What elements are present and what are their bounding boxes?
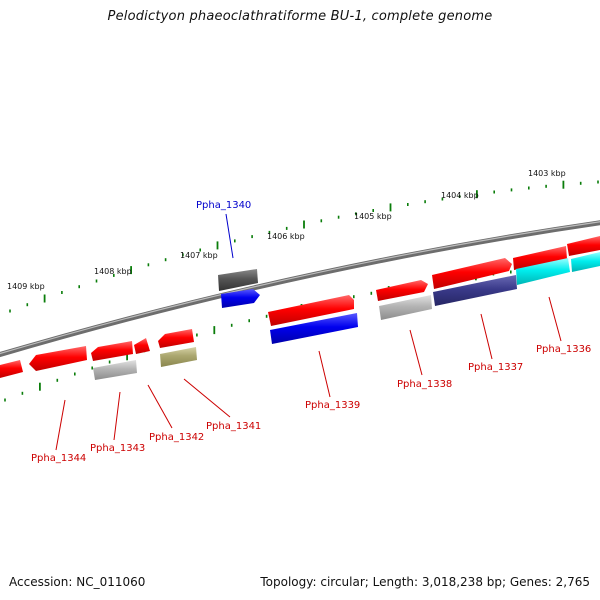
leader-ppha-1337: [480, 313, 493, 360]
genome-summary-text: Topology: circular; Length: 3,018,238 bp…: [260, 575, 590, 589]
gene-left-red-e[interactable]: [158, 329, 194, 348]
gene-label-ppha-1336[interactable]: Ppha_1336: [536, 344, 591, 355]
gene-left-red-c[interactable]: [91, 341, 133, 361]
gene-upper-red-1[interactable]: [268, 295, 354, 326]
gene-upper-red-2[interactable]: [376, 280, 428, 301]
gene-label-ppha-1344[interactable]: Ppha_1344: [31, 453, 86, 464]
gene-ppha-1343[interactable]: [93, 360, 137, 380]
gene-left-red-a[interactable]: [0, 360, 23, 378]
gene-ppha-1341[interactable]: [160, 347, 197, 367]
leader-ppha-1342: [147, 384, 173, 429]
gene-ppha-1340[interactable]: [221, 289, 260, 308]
scale-label-1403: 1403 kbp: [528, 169, 566, 178]
gene-ppha-1338[interactable]: [379, 295, 432, 320]
scale-label-1409: 1409 kbp: [7, 282, 45, 291]
gene-upper-red-4[interactable]: [513, 246, 567, 270]
gene-upper-red-3[interactable]: [432, 258, 512, 289]
genome-backbone: [0, 220, 600, 358]
scale-label-1406: 1406 kbp: [267, 232, 305, 241]
gene-lower-cyan-2[interactable]: [571, 252, 600, 272]
leader-ppha-1336: [548, 296, 562, 342]
gene-label-ppha-1343[interactable]: Ppha_1343: [90, 443, 145, 454]
gene-ppha-1339[interactable]: [270, 313, 358, 344]
gene-ppha-1337[interactable]: [433, 275, 517, 306]
accession-text: Accession: NC_011060: [9, 575, 146, 589]
gene-upper-red-5[interactable]: [567, 236, 600, 256]
genome-backbone-highlight: [0, 221, 600, 355]
gene-label-ppha-1342[interactable]: Ppha_1342: [149, 432, 204, 443]
leader-ppha-1339: [318, 350, 331, 398]
leader-ppha-1340: [225, 213, 234, 259]
genome-title: Pelodictyon phaeoclathratiforme BU-1, co…: [107, 9, 493, 24]
leader-ppha-1343: [113, 391, 121, 441]
scale-ticks-outer: [9, 180, 599, 313]
gene-label-ppha-1340[interactable]: Ppha_1340: [196, 200, 251, 211]
leader-ppha-1344: [55, 399, 66, 451]
gene-upper-dark[interactable]: [218, 269, 258, 291]
gene-label-ppha-1337[interactable]: Ppha_1337: [468, 362, 523, 373]
gene-label-ppha-1338[interactable]: Ppha_1338: [397, 379, 452, 390]
gene-label-ppha-1341[interactable]: Ppha_1341: [206, 421, 261, 432]
gene-left-red-d[interactable]: [134, 338, 150, 354]
scale-label-1404: 1404 kbp: [441, 191, 479, 200]
gene-left-red-b[interactable]: [29, 346, 87, 371]
leader-ppha-1341: [183, 378, 231, 418]
scale-label-1407: 1407 kbp: [180, 251, 218, 260]
scale-label-1405: 1405 kbp: [354, 212, 392, 221]
gene-label-ppha-1339[interactable]: Ppha_1339: [305, 400, 360, 411]
scale-label-1408: 1408 kbp: [94, 267, 132, 276]
gene-ppha-1336[interactable]: [516, 258, 570, 285]
leader-ppha-1338: [409, 329, 423, 376]
